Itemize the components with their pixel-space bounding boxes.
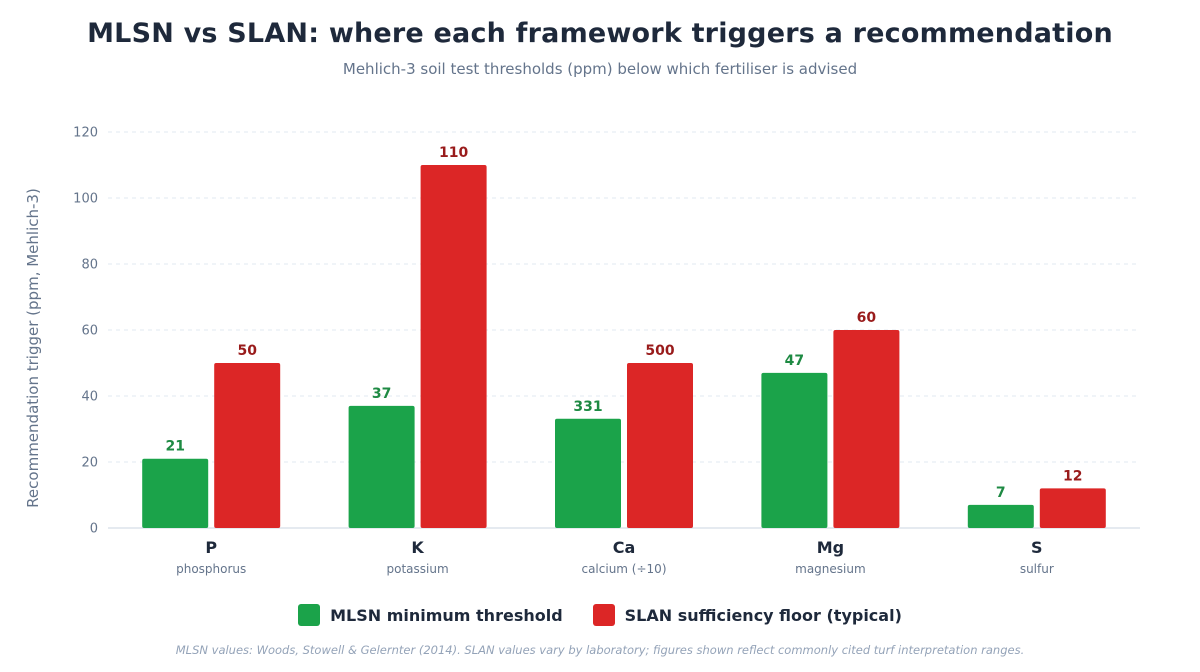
- y-tick-label: 60: [81, 324, 98, 339]
- y-tick-label: 40: [81, 390, 98, 405]
- y-tick-label: 80: [81, 258, 98, 273]
- bar-mlsn-ca: [555, 418, 621, 528]
- legend-label-mlsn: MLSN minimum threshold: [330, 605, 563, 625]
- bar-slan-p: [214, 363, 281, 528]
- bar-mlsn-k: [348, 405, 415, 528]
- data-label: 12: [1063, 468, 1082, 484]
- chart-title: MLSN vs SLAN: where each framework trigg…: [87, 18, 1113, 49]
- bar-slan-mg: [833, 330, 900, 528]
- legend-label-slan: SLAN sufficiency floor (typical): [624, 605, 902, 625]
- x-tick-label: K: [411, 538, 424, 557]
- data-label: 331: [573, 399, 602, 415]
- bar-mlsn-mg: [761, 372, 828, 528]
- x-tick-sublabel: magnesium: [795, 562, 866, 576]
- bar-mlsn-p: [142, 458, 209, 528]
- bar-mlsn-s: [967, 504, 1034, 528]
- data-label: 21: [165, 439, 184, 455]
- bar-chart: 0 20 40 60 80 100 120 Recommendation trigger (p…: [24, 126, 1140, 576]
- data-label: 37: [372, 386, 391, 402]
- data-label: 7: [996, 485, 1006, 501]
- data-label: 60: [857, 310, 877, 326]
- y-tick-label: 120: [73, 126, 98, 141]
- legend-item-mlsn: MLSN minimum threshold: [298, 604, 563, 626]
- y-tick-label: 100: [73, 192, 98, 207]
- y-axis-label: Recommendation trigger (ppm, Mehlich-3): [24, 188, 42, 508]
- bar-slan-k: [420, 165, 487, 528]
- data-label: 110: [439, 145, 468, 161]
- chart-legend: MLSN minimum threshold SLAN sufficiency …: [0, 604, 1200, 626]
- y-tick-label: 20: [81, 456, 98, 471]
- x-tick-label: S: [1031, 538, 1043, 557]
- source-footnote: MLSN values: Woods, Stowell & Gelernter …: [175, 643, 1025, 657]
- bar-slan-s: [1039, 488, 1106, 528]
- x-tick-label: Ca: [613, 538, 636, 557]
- legend-item-slan: SLAN sufficiency floor (typical): [592, 604, 902, 626]
- x-tick-sublabel: potassium: [387, 562, 449, 576]
- data-label: 500: [645, 343, 674, 359]
- legend-swatch-mlsn: [298, 604, 321, 626]
- x-tick-sublabel: phosphorus: [176, 562, 246, 576]
- y-tick-label: 0: [90, 522, 98, 537]
- x-tick-label: Mg: [817, 538, 844, 557]
- chart-subtitle: Mehlich-3 soil test thresholds (ppm) bel…: [342, 60, 858, 78]
- data-label: 50: [237, 343, 257, 359]
- data-label: 47: [785, 353, 804, 369]
- x-tick-label: P: [205, 538, 217, 557]
- legend-swatch-slan: [592, 604, 615, 626]
- x-tick-sublabel: calcium (÷10): [581, 562, 666, 576]
- bar-slan-ca: [627, 363, 693, 528]
- x-tick-sublabel: sulfur: [1020, 562, 1054, 576]
